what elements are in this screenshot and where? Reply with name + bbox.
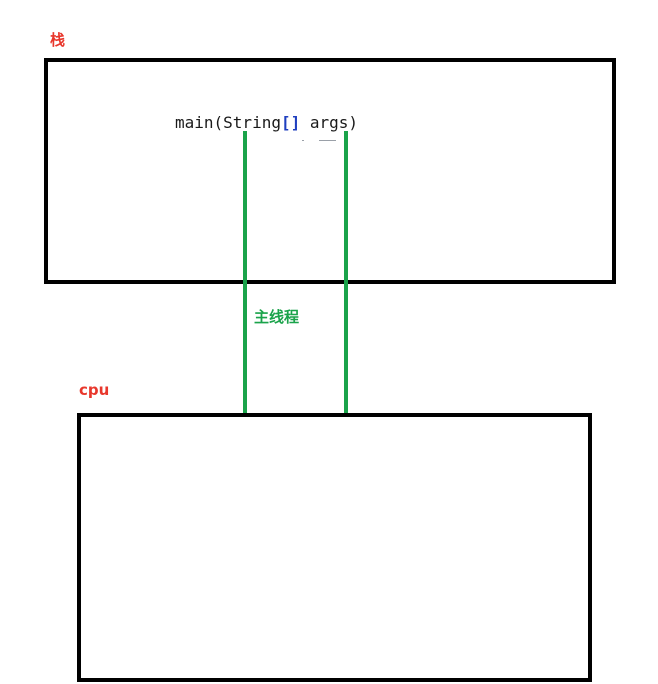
code-main: main(String <box>175 113 281 132</box>
stack-label: 栈 <box>50 31 66 49</box>
thread-line-right <box>344 131 348 414</box>
thread-line-left <box>243 131 247 414</box>
code-underline-mark <box>302 140 304 141</box>
main-method-signature: main(String[] args) <box>175 113 358 133</box>
main-thread-label: 主线程 <box>254 308 300 326</box>
code-underline-mark <box>319 140 336 141</box>
cpu-box <box>77 413 592 682</box>
code-brackets: [] <box>280 113 301 132</box>
cpu-label: cpu <box>79 381 110 399</box>
stack-box <box>44 58 616 284</box>
code-args: args) <box>300 113 359 132</box>
